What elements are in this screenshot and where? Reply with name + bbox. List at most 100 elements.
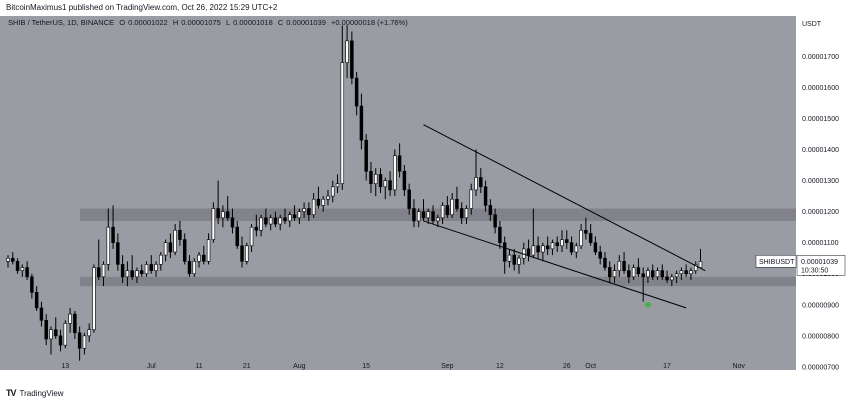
open-label: O [119,18,126,27]
candle-body [474,177,478,191]
candle-body [493,214,497,228]
candle-body [479,177,483,188]
time-tick-label: Oct [585,363,596,370]
candle-body [598,251,602,259]
candle-body [369,170,373,184]
candle-body [689,270,693,275]
candle-body [211,208,216,240]
candle-body [30,276,34,293]
footer: TV TradingView [6,388,64,398]
candle-body [225,211,230,219]
candle-body [483,186,488,206]
publisher-line: BitcoinMaximus1 published on TradingView… [6,3,278,12]
candle-body [531,245,536,256]
candle-body [82,335,87,349]
price-tick-label: 0.00001200 [802,209,839,216]
candle-body [77,332,82,349]
candle-body [545,245,550,250]
candle-body [502,242,507,262]
candle-body [221,211,225,219]
candle-body [159,254,163,265]
candle-body [679,270,684,275]
brand-label[interactable]: TradingView [19,388,64,398]
candle-body [455,198,459,209]
price-tick-label: 0.00001300 [802,178,839,185]
price-tick-label: 0.00001600 [802,85,839,92]
candle-body [49,329,53,340]
candle-body [636,267,641,275]
time-tick-label: Nov [732,363,745,370]
candle-body [412,208,416,222]
candle-body [488,205,493,216]
candle-body [216,208,220,219]
time-tick-label: 12 [496,363,504,370]
candle-body [206,239,211,262]
candle-body [584,229,588,234]
candle-body [139,270,144,275]
ohlc-legend: SHIB / TetherUS, 1D, BINANCE O 0.00001022… [8,18,411,27]
low-value: 0.00001018 [233,18,273,27]
time-tick-label: 13 [61,363,69,370]
candle-body [235,226,239,247]
candle-body [326,195,330,200]
candle-body [464,208,469,219]
candle-body [550,242,555,250]
candle-body [68,313,72,324]
candle-body [268,217,273,225]
candle-body [259,217,263,231]
candle-body [345,40,349,63]
candle-body [197,254,201,262]
candle-body [39,307,44,321]
close-value: 0.00001039 [286,18,326,27]
candle-body [388,180,392,191]
high-value: 0.00001075 [181,18,221,27]
candle-body [11,257,15,262]
candle-body [187,261,192,275]
candle-body [154,264,158,271]
candle-body [555,242,559,247]
candle-body [374,174,378,184]
candle-body [670,276,674,281]
candle-body [416,211,421,222]
candle-body [292,214,297,219]
candle-body [92,267,96,330]
candle-body [116,242,120,265]
candle-body [120,264,125,278]
candle-body [73,313,77,334]
candle-body [15,261,20,271]
candle-body [254,226,259,231]
tradingview-logo-icon[interactable]: TV [6,388,16,398]
close-label: C [277,18,284,27]
candle-body [565,239,569,243]
price-tag-box [796,255,846,276]
candle-body [264,217,268,225]
candle-body [402,170,407,191]
plot-background [0,16,796,370]
candle-body [512,254,516,265]
candle-body [459,208,464,219]
candle-body [302,208,306,212]
price-tag-countdown: 10:30:50 [801,267,828,274]
candle-body [579,229,583,247]
candle-body [20,267,25,271]
candle-body [311,198,316,216]
candle-body [316,198,321,206]
candle-body [617,261,622,271]
candle-body [54,329,58,337]
candle-body [383,180,388,188]
candle-body [192,261,196,275]
symbol-label: SHIB / TetherUS, 1D, BINANCE [8,18,115,27]
candle-body [163,242,168,256]
candle-body [627,270,631,278]
candle-body [693,264,698,271]
candle-body [431,211,435,222]
candle-body [6,257,10,262]
candle-body [378,174,383,188]
candle-body [125,270,130,278]
candle-body [283,217,287,222]
candle-body [359,105,364,141]
candle-body [536,245,540,253]
candle-body [354,77,359,107]
time-tick-label: Aug [293,363,306,370]
candlestick-chart[interactable]: USDT 0.00001700 0.00001600 0.00001500 0.0000… [0,16,850,371]
